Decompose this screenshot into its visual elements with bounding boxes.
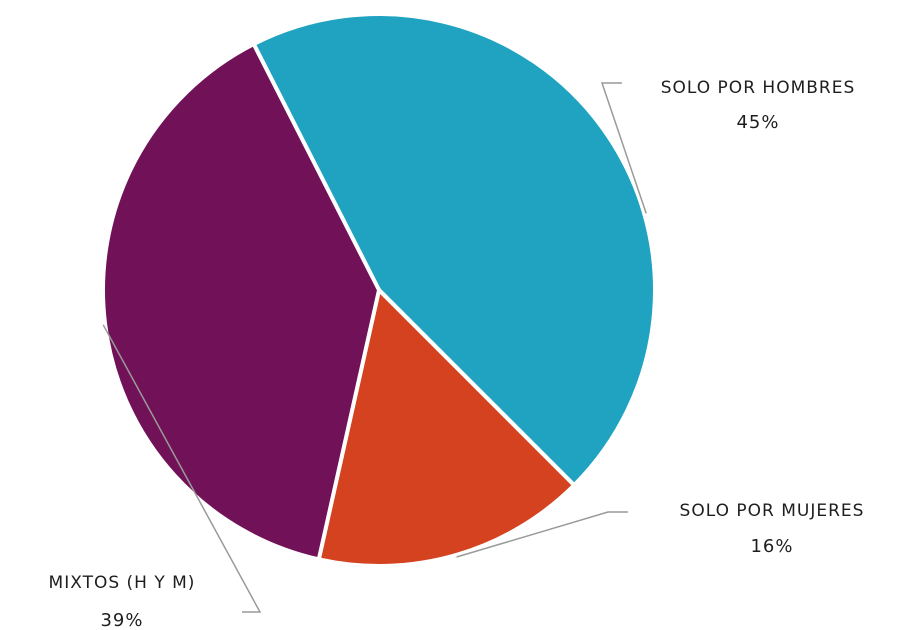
slice-label-solo-por-hombres: SOLO POR HOMBRES <box>661 78 856 98</box>
pie-slices <box>101 12 657 568</box>
slice-value-solo-por-hombres: 45% <box>736 112 779 133</box>
leader-line-mixtos-h-y-m <box>102 324 262 613</box>
leader-line-solo-por-hombres <box>600 82 647 214</box>
slice-label-solo-por-mujeres: SOLO POR MUJERES <box>680 501 865 521</box>
pie-slice-solo-por-mujeres <box>316 288 577 568</box>
pie-slice-mixtos-h-y-m <box>101 42 381 562</box>
slice-value-mixtos: 39% <box>100 610 143 630</box>
slice-label-mixtos: MIXTOS (H Y M) <box>49 573 196 593</box>
slice-value-solo-por-mujeres: 16% <box>750 536 793 557</box>
leader-line-solo-por-mujeres <box>456 511 628 558</box>
pie-slice-solo-por-hombres <box>251 12 657 488</box>
leader-lines <box>102 82 647 613</box>
